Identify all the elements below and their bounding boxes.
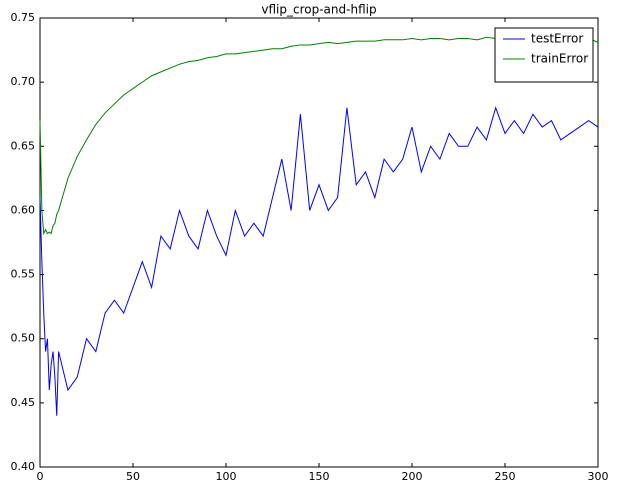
y-tick-label: 0.65 <box>11 139 36 152</box>
x-tick-label: 0 <box>37 470 44 483</box>
series-line <box>39 106 599 416</box>
x-tick-label: 250 <box>495 470 516 483</box>
plot-area <box>39 17 599 468</box>
x-tick-label: 200 <box>402 470 423 483</box>
y-tick-label: 0.60 <box>11 203 36 216</box>
y-tick-label: 0.70 <box>11 75 36 88</box>
series-line <box>39 36 599 236</box>
x-tick-label: 300 <box>588 470 609 483</box>
y-tick-label: 0.75 <box>11 11 36 24</box>
y-tick-label: 0.55 <box>11 268 36 281</box>
x-tick-label: 50 <box>126 470 140 483</box>
x-tick-label: 150 <box>309 470 330 483</box>
y-tick-label: 0.45 <box>11 396 36 409</box>
y-tick-label: 0.50 <box>11 332 36 345</box>
legend-label: testError <box>531 32 583 46</box>
legend-box <box>494 27 594 83</box>
x-tick-label: 100 <box>216 470 237 483</box>
y-tick-label: 0.40 <box>11 460 36 473</box>
chart-title: vflip_crop-and-hflip <box>261 3 376 17</box>
legend-label: trainError <box>531 52 588 66</box>
